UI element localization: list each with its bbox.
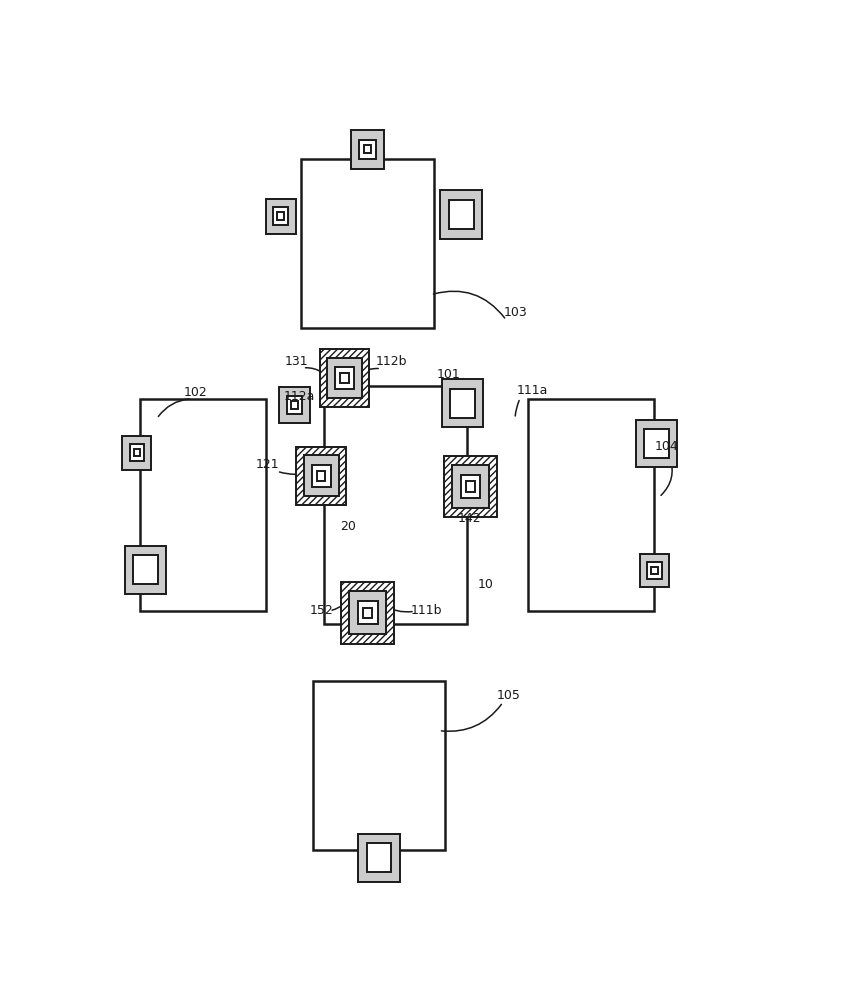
- Bar: [273, 207, 288, 225]
- Bar: [129, 444, 144, 461]
- Bar: [312, 465, 330, 487]
- Bar: [440, 190, 482, 239]
- Bar: [291, 401, 298, 409]
- Bar: [528, 399, 654, 611]
- Text: 104: 104: [654, 440, 678, 453]
- Bar: [327, 358, 362, 398]
- Bar: [639, 554, 669, 587]
- Bar: [342, 582, 395, 644]
- Text: 152: 152: [309, 604, 333, 617]
- Bar: [449, 200, 473, 229]
- Text: 105: 105: [497, 689, 521, 702]
- Bar: [366, 843, 391, 872]
- Text: 102: 102: [183, 386, 207, 399]
- Bar: [277, 212, 284, 220]
- Bar: [341, 373, 348, 383]
- Bar: [287, 396, 302, 414]
- Bar: [125, 546, 166, 594]
- Bar: [360, 140, 376, 159]
- Text: 10: 10: [478, 578, 494, 591]
- Bar: [324, 386, 467, 624]
- Bar: [140, 399, 266, 611]
- Text: 112a: 112a: [284, 390, 316, 403]
- Bar: [317, 471, 325, 481]
- Bar: [304, 455, 339, 496]
- Bar: [452, 465, 489, 508]
- Bar: [461, 475, 480, 498]
- Bar: [349, 591, 386, 634]
- Bar: [296, 447, 346, 505]
- Bar: [351, 130, 384, 169]
- Bar: [442, 379, 483, 427]
- Bar: [301, 158, 434, 328]
- Bar: [279, 387, 310, 423]
- Text: 131: 131: [285, 355, 308, 368]
- Bar: [644, 429, 669, 458]
- Bar: [336, 367, 354, 389]
- Text: 142: 142: [458, 512, 482, 525]
- Bar: [466, 481, 475, 492]
- Bar: [122, 436, 152, 470]
- Bar: [359, 834, 400, 882]
- Bar: [636, 420, 677, 467]
- Bar: [358, 601, 377, 624]
- Text: 111a: 111a: [516, 384, 548, 397]
- Bar: [319, 349, 370, 407]
- Text: 111b: 111b: [410, 604, 442, 617]
- Bar: [647, 562, 662, 579]
- Bar: [364, 145, 372, 153]
- Bar: [450, 389, 475, 418]
- Text: 121: 121: [256, 458, 279, 471]
- Text: 103: 103: [503, 306, 527, 319]
- Bar: [444, 456, 497, 517]
- Bar: [312, 681, 445, 850]
- Text: 101: 101: [437, 368, 461, 381]
- Bar: [651, 567, 657, 574]
- Text: 112b: 112b: [376, 355, 407, 368]
- Bar: [265, 199, 296, 234]
- Bar: [363, 608, 372, 618]
- Text: 20: 20: [341, 520, 356, 533]
- Bar: [134, 449, 140, 456]
- Bar: [134, 555, 158, 584]
